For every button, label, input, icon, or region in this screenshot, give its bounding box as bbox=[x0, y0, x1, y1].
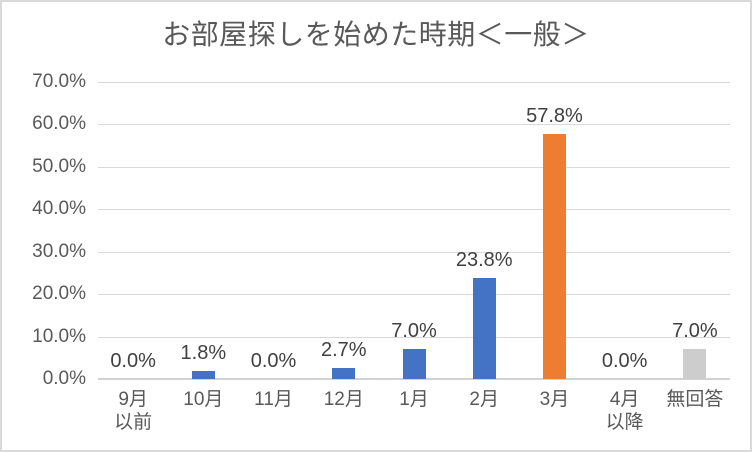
data-label: 57.8% bbox=[526, 104, 583, 127]
gridline bbox=[98, 166, 730, 168]
x-axis-category-label: 2月 bbox=[469, 389, 499, 410]
data-label: 0.0% bbox=[250, 350, 297, 372]
data-label: 2.7% bbox=[320, 338, 367, 361]
gridline bbox=[98, 251, 730, 253]
x-axis-category-label: 4月 以降 bbox=[605, 389, 644, 433]
x-axis-line bbox=[98, 378, 730, 380]
bar bbox=[402, 349, 426, 379]
data-label: 1.8% bbox=[180, 342, 227, 365]
data-label: 23.8% bbox=[455, 249, 513, 272]
gridline bbox=[98, 82, 730, 83]
x-axis-category-label: 9月 以前 bbox=[114, 389, 153, 433]
bar bbox=[542, 133, 566, 379]
bar bbox=[191, 371, 215, 379]
gridline bbox=[98, 124, 730, 126]
x-axis-category-label: 1月 bbox=[399, 389, 429, 410]
bar bbox=[332, 367, 356, 379]
x-axis-category-label: 12月 bbox=[323, 389, 364, 410]
x-axis-category-label: 11月 bbox=[254, 389, 293, 410]
gridline bbox=[98, 209, 730, 211]
y-axis-tick-label: 70.0% bbox=[32, 71, 86, 92]
data-label: 7.0% bbox=[672, 320, 718, 343]
data-label: 7.0% bbox=[391, 320, 437, 343]
y-axis-tick-label: 20.0% bbox=[32, 283, 86, 305]
x-axis-category-label: 無回答 bbox=[666, 389, 724, 410]
x-axis-category-label: 10月 bbox=[183, 389, 224, 410]
data-label: 0.0% bbox=[110, 350, 156, 372]
bar bbox=[472, 278, 496, 379]
y-axis-tick-label: 60.0% bbox=[32, 113, 86, 135]
y-axis-tick-label: 10.0% bbox=[32, 325, 86, 347]
x-axis-category-label: 3月 bbox=[539, 389, 570, 410]
y-axis-tick-label: 40.0% bbox=[32, 198, 86, 220]
gridline bbox=[98, 336, 730, 338]
y-axis-tick-label: 50.0% bbox=[32, 155, 86, 177]
y-axis-tick-label: 0.0% bbox=[42, 368, 86, 389]
y-axis-tick-label: 30.0% bbox=[32, 240, 86, 262]
chart-title: お部屋探しを始めた時期＜一般＞ bbox=[162, 19, 590, 50]
data-label: 0.0% bbox=[601, 350, 648, 372]
gridline bbox=[98, 294, 730, 296]
bar bbox=[683, 349, 707, 379]
